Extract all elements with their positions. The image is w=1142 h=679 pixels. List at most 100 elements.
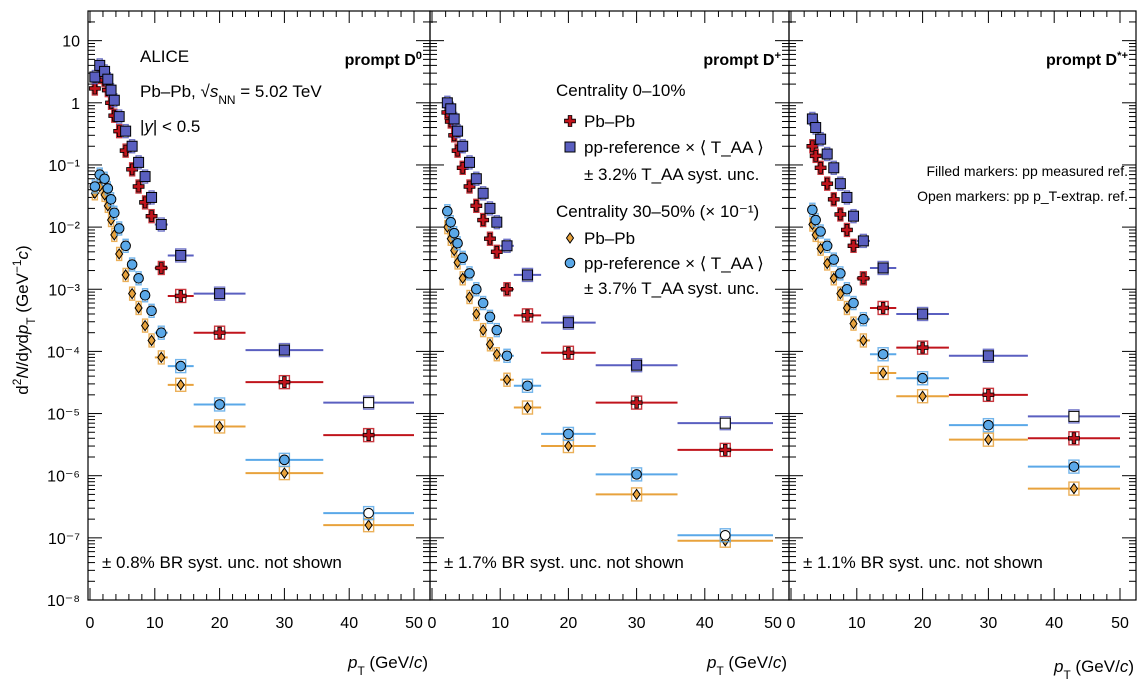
data-point: [464, 156, 476, 168]
panel-frame: [788, 10, 1137, 601]
data-point: [859, 334, 868, 347]
data-point: [841, 191, 853, 203]
data-point: [834, 208, 847, 221]
data-point: [1068, 432, 1080, 445]
data-point: [128, 287, 137, 300]
data-point: [879, 367, 888, 379]
data-point: [877, 302, 890, 314]
data-point: [89, 181, 101, 192]
legend-centrality-0-10: Centrality 0–10%: [556, 81, 685, 100]
data-point: [89, 71, 101, 83]
rapidity-label: |y| < 0.5: [140, 117, 200, 136]
data-point: [126, 259, 138, 270]
x-tick-label: 40: [696, 615, 714, 632]
series-circle: [89, 167, 414, 521]
x-tick-label: 30: [628, 615, 646, 632]
x-tick-label: 0: [86, 615, 95, 632]
legend-marker-pp-semi: [564, 257, 576, 269]
x-tick-label: 30: [276, 615, 294, 632]
data-point: [835, 268, 846, 279]
y-tick-label: 10⁻⁸: [47, 593, 80, 610]
data-point: [174, 290, 187, 302]
x-tick-label: 0: [787, 615, 796, 632]
legend-pp-central: pp-reference × ⟨ T_AA ⟩: [584, 138, 764, 157]
data-point: [917, 308, 929, 320]
data-point: [918, 390, 927, 403]
data-point: [491, 324, 503, 336]
data-point: [155, 219, 167, 231]
series-square: [89, 58, 414, 410]
data-point: [126, 140, 138, 152]
series-circle: [807, 202, 1120, 474]
data-point: [484, 232, 496, 245]
series-cross: [88, 69, 414, 443]
panel-2: 0 10 20 30 40 50 prompt D+ ± 1.7% BR syst. unc.…: [428, 10, 790, 678]
legend-pp-semi: pp-reference × ⟨ T_AA ⟩: [584, 254, 764, 273]
data-point: [175, 249, 187, 261]
x-tick-label: 50: [764, 615, 782, 632]
data-point: [363, 507, 374, 519]
panel-title: prompt D*+: [1046, 50, 1128, 69]
y-tick-label: 10⁻³: [48, 282, 80, 299]
data-point: [814, 161, 827, 174]
y-tick-label: 10⁻¹: [48, 158, 80, 175]
data-point: [501, 240, 513, 252]
data-point: [457, 252, 468, 264]
data-point: [146, 305, 157, 317]
series-circle: [442, 204, 773, 543]
data-point: [522, 380, 533, 392]
data-point: [631, 469, 642, 480]
data-point: [147, 334, 156, 347]
data-point: [105, 194, 117, 205]
data-point: [470, 173, 482, 185]
data-point: [457, 140, 469, 152]
y-tick-label: 1: [71, 96, 80, 113]
y-tick-label: 10⁻⁶: [47, 469, 80, 486]
data-point: [1069, 482, 1079, 495]
data-point: [521, 269, 533, 281]
data-point: [719, 444, 732, 456]
data-point: [857, 272, 870, 285]
data-point: [630, 396, 643, 409]
filled-markers-note: Filled markers: pp measured ref.: [926, 163, 1128, 179]
data-point: [120, 240, 131, 252]
data-point: [563, 428, 574, 440]
collision-system-label: Pb–Pb, √sNN = 5.02 TeV: [140, 82, 322, 107]
data-point: [452, 237, 463, 249]
data-point: [490, 245, 503, 258]
br-syst-note: ± 1.7% BR syst. unc. not shown: [444, 553, 684, 572]
data-point: [501, 283, 513, 296]
legend-syst-central: ± 3.2% T_AA syst. unc.: [584, 165, 759, 184]
y-tick-label: 10⁻²: [48, 220, 80, 237]
data-point: [132, 180, 145, 193]
x-axis-label: pT (GeV/c): [706, 653, 787, 678]
data-point: [857, 235, 869, 247]
panel-1: 0 10 20 30 40 50 10 1 10⁻¹ 10⁻² 10⁻³ 10⁻⁴ 10⁻⁵ 10⁻⁶ 10…: [47, 10, 431, 678]
data-point: [484, 202, 496, 214]
data-point: [445, 103, 457, 115]
data-point: [984, 433, 993, 446]
data-point: [139, 289, 151, 301]
legend-marker-pbpb-semi: [565, 232, 575, 244]
legend-marker-pbpb-central: [564, 115, 576, 127]
x-tick-label: 50: [1111, 615, 1129, 632]
data-point: [809, 149, 822, 162]
x-axis-label: pT (GeV/c): [1053, 657, 1134, 679]
data-point: [491, 216, 503, 228]
series-diamond: [443, 219, 773, 548]
data-point: [502, 373, 512, 386]
data-point: [176, 378, 185, 391]
x-tick-label: 30: [980, 615, 998, 632]
data-point: [521, 309, 534, 322]
data-point: [827, 193, 840, 206]
panel-3: 0 10 20 30 40 50 prompt D*+ ± 1.1% BR syst. unc…: [787, 10, 1137, 679]
data-point: [848, 210, 860, 222]
data-point: [492, 348, 501, 361]
series-diamond: [808, 217, 1120, 496]
legend-pbpb-central: Pb–Pb: [584, 112, 635, 131]
br-syst-note: ± 0.8% BR syst. unc. not shown: [102, 553, 342, 572]
legend-syst-semi: ± 3.7% T_AA syst. unc.: [584, 279, 759, 298]
x-tick-label: 20: [914, 615, 932, 632]
x-tick-label: 0: [428, 615, 437, 632]
data-point: [102, 73, 114, 85]
